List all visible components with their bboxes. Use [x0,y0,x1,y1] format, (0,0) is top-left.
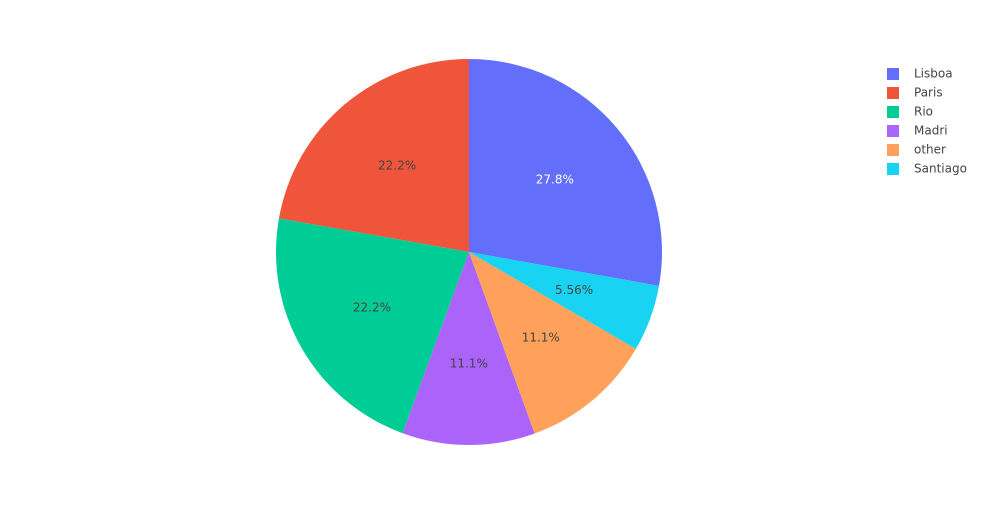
pie-slice [469,59,662,286]
slice-label: 22.2% [378,159,416,173]
pie-slice [402,252,535,445]
legend-swatch [887,106,899,118]
legend-label: Lisboa [914,67,953,81]
slice-label: 11.1% [450,356,488,370]
slice-label: 5.56% [555,283,593,297]
legend-label: Paris [914,86,943,100]
legend-label: Santiago [914,162,967,176]
legend-swatch [887,68,899,80]
slice-label: 22.2% [353,300,391,314]
pie-slice [469,252,659,349]
legend-swatch [887,125,899,137]
slice-label: 11.1% [522,330,560,344]
legend-swatch [887,144,899,156]
legend-label: Madri [914,124,948,138]
pie-slice [469,252,636,434]
legend-swatch [887,87,899,99]
legend-label: other [914,143,946,157]
slice-label: 27.8% [536,173,574,187]
legend-label: Rio [914,105,933,119]
pie-slice [276,218,469,434]
legend-swatch [887,163,899,175]
pie-slice [278,59,469,252]
